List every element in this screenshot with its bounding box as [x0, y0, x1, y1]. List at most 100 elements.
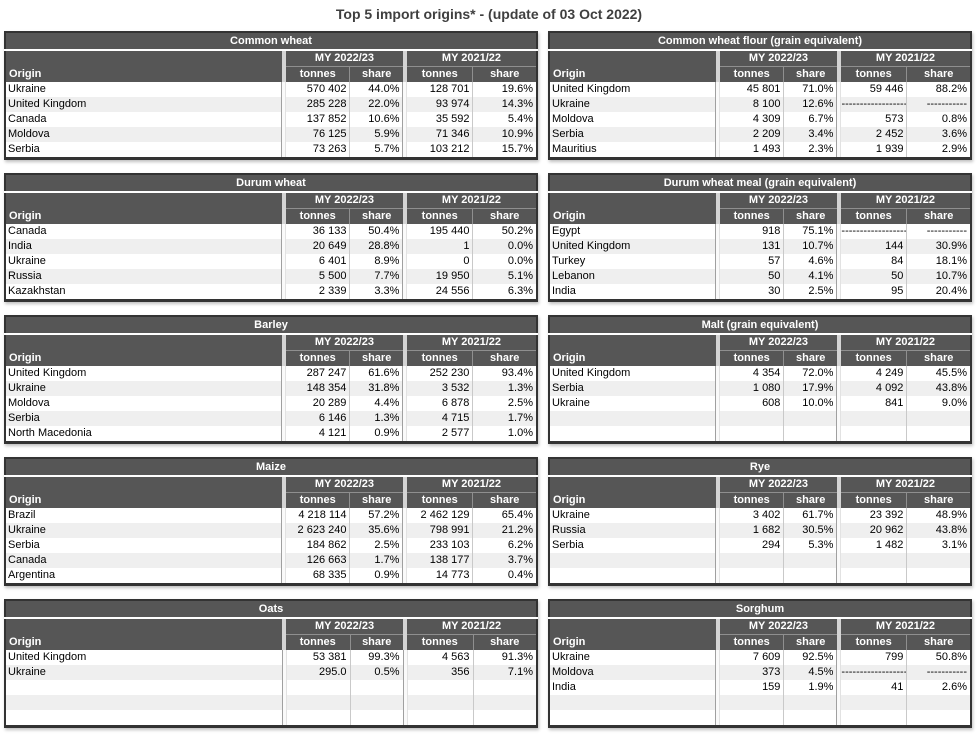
group-separator: [715, 710, 721, 727]
column-header-row: Origin tonnes share tonnes share: [5, 634, 537, 650]
group-separator: [715, 634, 720, 650]
group-separator: [402, 239, 408, 254]
share-2021-22-cell: [906, 568, 971, 585]
table-row: Ukraine 8 100 12.6% ------------------ -…: [549, 97, 971, 112]
group-separator: [836, 192, 841, 209]
share-2021-22-cell: 0.0%: [472, 239, 537, 254]
group-separator: [836, 618, 841, 635]
period-2021-22-header: MY 2021/22: [406, 476, 537, 493]
table-row: Serbia 294 5.3% 1 482 3.1%: [549, 538, 971, 553]
column-header-row: Origin tonnes share tonnes share: [5, 208, 537, 224]
share-2021-22-cell: [906, 411, 971, 426]
share-column-header: share: [783, 66, 837, 82]
table-row: Ukraine 6 401 8.9% 0 0.0%: [5, 254, 537, 269]
share-2021-22-cell: 19.6%: [472, 82, 537, 97]
table-row: Ukraine 570 402 44.0% 128 701 19.6%: [5, 82, 537, 97]
tonnes-2022-23-cell: 1 682: [719, 523, 784, 538]
tonnes-2021-22-cell: 20 962: [840, 523, 907, 538]
left-tables-column: Common wheat MY 2022/23 MY 2021/22 Origi…: [4, 31, 538, 728]
tonnes-2021-22-cell: 1 482: [875, 539, 904, 551]
column-header-row: Origin tonnes share tonnes share: [549, 66, 971, 82]
group-separator: [281, 553, 287, 568]
group-separator: [836, 366, 842, 381]
tonnes-2022-23-cell: 6 146: [285, 411, 350, 426]
share-2022-23-cell: 1.7%: [349, 553, 403, 568]
share-2021-22-cell: 43.8%: [906, 523, 971, 538]
table-row: Mauritius 1 493 2.3% 1 939 2.9%: [549, 142, 971, 159]
tonnes-2022-23-cell: 159: [762, 681, 781, 693]
group-separator: [402, 269, 408, 284]
share-2022-23-cell: 57.2%: [349, 508, 403, 523]
share-2021-22-cell: 91.3%: [472, 650, 537, 665]
tonnes-2021-22-cell: [841, 710, 907, 727]
origin-cell: Ukraine: [552, 651, 590, 663]
tonnes-2022-23-cell: 4 309: [752, 113, 781, 125]
group-separator: [715, 284, 721, 301]
table-row: Egypt 918 75.1% ------------------ -----…: [549, 224, 971, 239]
share-2022-23-cell: 0.9%: [349, 426, 403, 443]
tonnes-2021-22-cell: 35 592: [435, 113, 470, 125]
share-2021-22-cell: [906, 553, 971, 568]
group-separator: [402, 695, 408, 710]
origin-cell: Egypt: [552, 225, 581, 237]
column-header-row: Origin tonnes share tonnes share: [549, 208, 971, 224]
group-separator: [836, 538, 842, 553]
origin-column-header: Origin: [5, 634, 282, 650]
origin-cell: Ukraine: [5, 523, 282, 538]
group-separator: [836, 142, 842, 159]
origin-cell: Canada: [8, 225, 47, 237]
tonnes-2022-23-cell: 50: [719, 269, 784, 284]
table-body: United Kingdom 4 354 72.0% 4 249 45.5% S…: [549, 366, 971, 443]
group-separator: [715, 476, 720, 493]
share-2021-22-cell: 5.4%: [472, 112, 537, 127]
share-2021-22-cell: 21.2%: [472, 523, 537, 538]
group-separator: [836, 523, 842, 538]
share-2021-22-cell: 15.7%: [472, 142, 537, 159]
tonnes-2022-23-cell: [286, 710, 350, 727]
table-row: United Kingdom 287 247 61.6% 252 230 93.…: [5, 366, 537, 381]
group-separator: [402, 254, 408, 269]
origin-column-header: Origin: [5, 350, 282, 366]
origin-cell: Ukraine: [8, 83, 46, 95]
period-2021-22-header: MY 2021/22: [406, 334, 537, 351]
origin-cell: United Kingdom: [5, 97, 282, 112]
tonnes-column-header: tonnes: [840, 492, 907, 508]
tonnes-2022-23-cell: 1 493: [752, 143, 781, 155]
group-separator: [836, 269, 842, 284]
share-2022-23-cell: 4.4%: [349, 396, 403, 411]
table-title-row: Malt (grain equivalent): [549, 316, 971, 335]
tonnes-2021-22-cell: 128 701: [429, 83, 470, 95]
group-separator: [402, 396, 408, 411]
table-row: India 20 649 28.8% 1 0.0%: [5, 239, 537, 254]
table-row: Argentina 68 335 0.9% 14 773 0.4%: [5, 568, 537, 585]
share-2022-23-cell: [783, 426, 837, 443]
group-separator: [402, 680, 408, 695]
tonnes-2021-22-cell: [840, 411, 907, 426]
share-2022-23-cell: 2.3%: [783, 142, 837, 159]
table-row: Russia 1 682 30.5% 20 962 43.8%: [549, 523, 971, 538]
tonnes-2021-22-cell: [841, 568, 907, 585]
table-title-row: Durum wheat meal (grain equivalent): [549, 174, 971, 193]
group-separator: [402, 334, 407, 351]
tonnes-2021-22-cell: 252 230: [429, 367, 470, 379]
group-separator: [715, 269, 721, 284]
tonnes-2022-23-cell: 285 228: [285, 97, 350, 112]
table-row: Serbia 1 080 17.9% 4 092 43.8%: [549, 381, 971, 396]
origin-cell: [549, 695, 716, 710]
tonnes-column-header: tonnes: [407, 634, 473, 650]
table-row: [549, 568, 971, 585]
group-separator: [715, 224, 721, 239]
group-separator: [281, 334, 286, 351]
share-2021-22-cell: 5.1%: [472, 269, 537, 284]
group-separator: [281, 710, 287, 727]
period-2022-23-header: MY 2022/23: [719, 618, 837, 635]
group-separator: [836, 634, 841, 650]
group-separator: [715, 553, 721, 568]
group-separator: [715, 97, 721, 112]
share-2021-22-cell: 88.2%: [906, 82, 971, 97]
table-title: Rye: [549, 458, 971, 477]
share-2021-22-cell: 3.1%: [906, 538, 971, 553]
origin-cell: Moldova: [549, 665, 716, 680]
origin-cell: United Kingdom: [8, 367, 87, 379]
share-2022-23-cell: 28.8%: [349, 239, 403, 254]
